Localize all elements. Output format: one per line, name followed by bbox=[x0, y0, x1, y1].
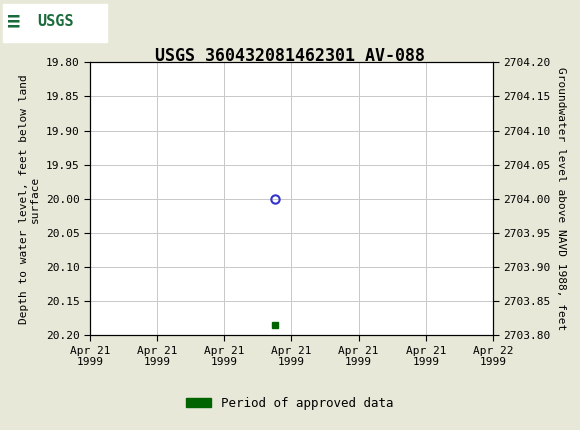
Text: ≡: ≡ bbox=[7, 12, 20, 32]
Text: USGS: USGS bbox=[38, 14, 74, 29]
Y-axis label: Groundwater level above NAVD 1988, feet: Groundwater level above NAVD 1988, feet bbox=[556, 67, 566, 331]
Text: USGS 360432081462301 AV-088: USGS 360432081462301 AV-088 bbox=[155, 47, 425, 65]
Y-axis label: Depth to water level, feet below land
surface: Depth to water level, feet below land su… bbox=[19, 74, 40, 324]
Legend: Period of approved data: Period of approved data bbox=[181, 392, 399, 415]
FancyBboxPatch shape bbox=[3, 3, 107, 42]
